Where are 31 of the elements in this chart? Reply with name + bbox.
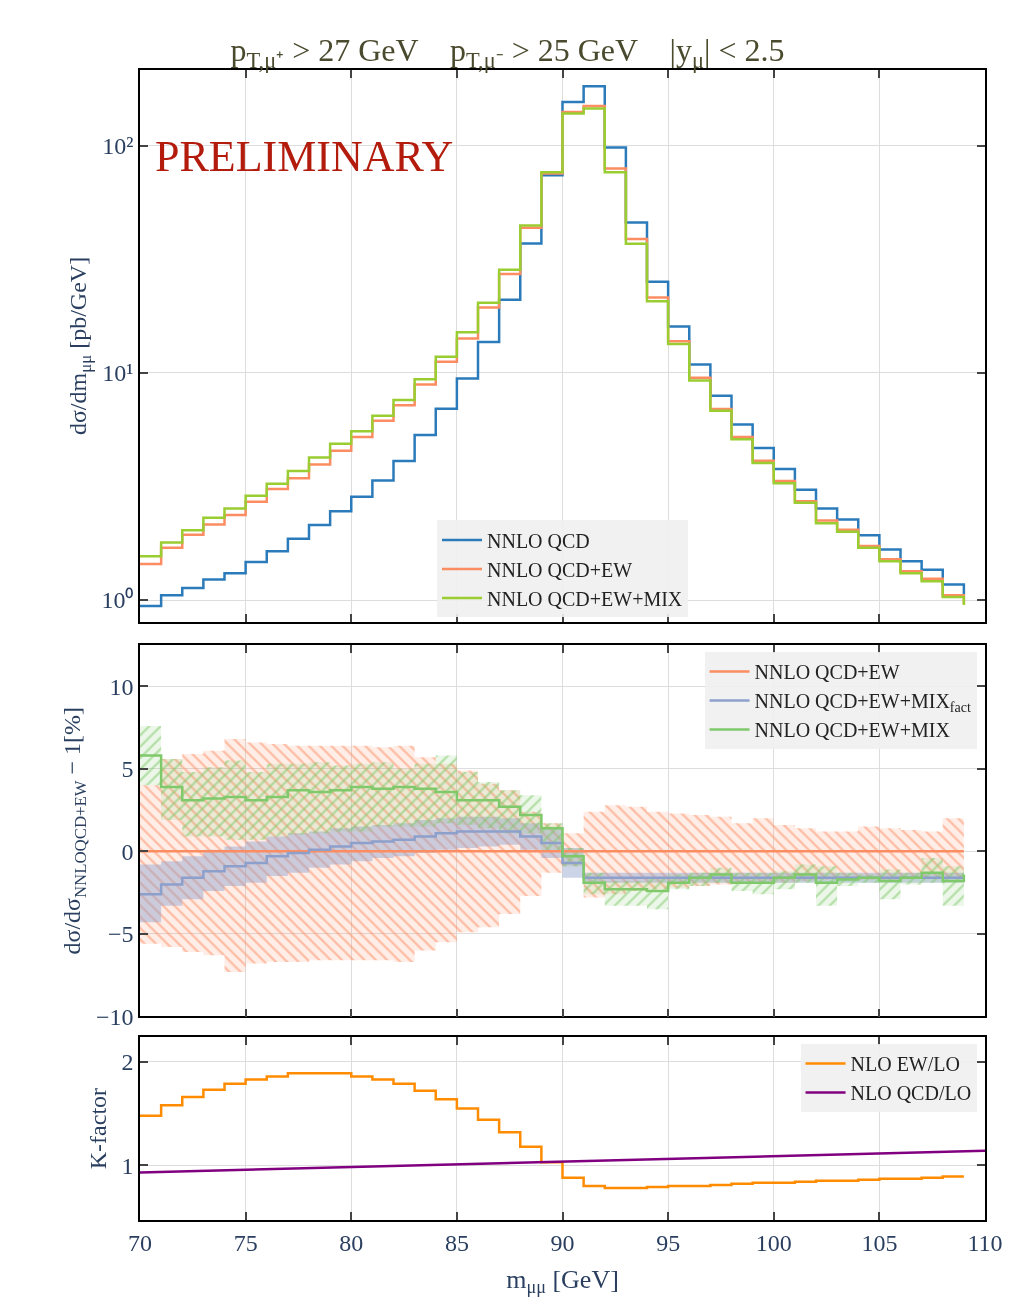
x-tick-label: 100 (755, 1229, 792, 1256)
y-tick-label: 0 (121, 838, 134, 865)
y-tick-label: 1 (121, 1152, 134, 1179)
chart-title: p$_{T,μ⁺}$ > 27 GeV p$_{T,μ⁻}$ > 25 GeV |y$_{μ}$| < 2.5 (230, 31, 785, 73)
y-tick-label: 10¹ (102, 360, 134, 387)
y-tick-label: 10 (109, 673, 134, 700)
y-tick-label: 5 (121, 756, 134, 783)
legend-label: NNLO QCD+EW+MIX$_{fact}$ (754, 690, 971, 716)
x-tick-label: 105 (861, 1229, 898, 1256)
legend-label: NLO QCD/LO (850, 1082, 972, 1105)
legend-label: NNLO QCD+EW+MIX (754, 719, 951, 742)
legend-label: NNLO QCD+EW (754, 661, 900, 684)
x-tick-label: 110 (967, 1229, 1003, 1256)
y-tick-label: −5 (107, 921, 134, 948)
x-tick-label: 80 (339, 1229, 364, 1256)
x-axis-title: m$_{μμ}$ [GeV] (506, 1264, 619, 1298)
legend-label: NNLO QCD+EW+MIX (487, 587, 683, 610)
y-tick-label: 10² (102, 133, 134, 160)
y-axis-title: K-factor (85, 1087, 112, 1170)
y-tick-label: −10 (95, 1003, 134, 1030)
legend-label: NLO EW/LO (850, 1053, 960, 1076)
y-tick-label: 2 (121, 1049, 134, 1076)
x-tick-label: 70 (128, 1229, 152, 1256)
legend-label: NNLO QCD (487, 529, 590, 552)
x-tick-label: 85 (444, 1229, 469, 1256)
x-tick-label: 90 (550, 1229, 575, 1256)
y-tick-label: 10⁰ (101, 587, 134, 614)
x-tick-label: 75 (233, 1229, 258, 1256)
legend-label: NNLO QCD+EW (487, 558, 633, 581)
annotation: PRELIMINARY (155, 132, 454, 181)
x-tick-label: 95 (656, 1229, 681, 1256)
